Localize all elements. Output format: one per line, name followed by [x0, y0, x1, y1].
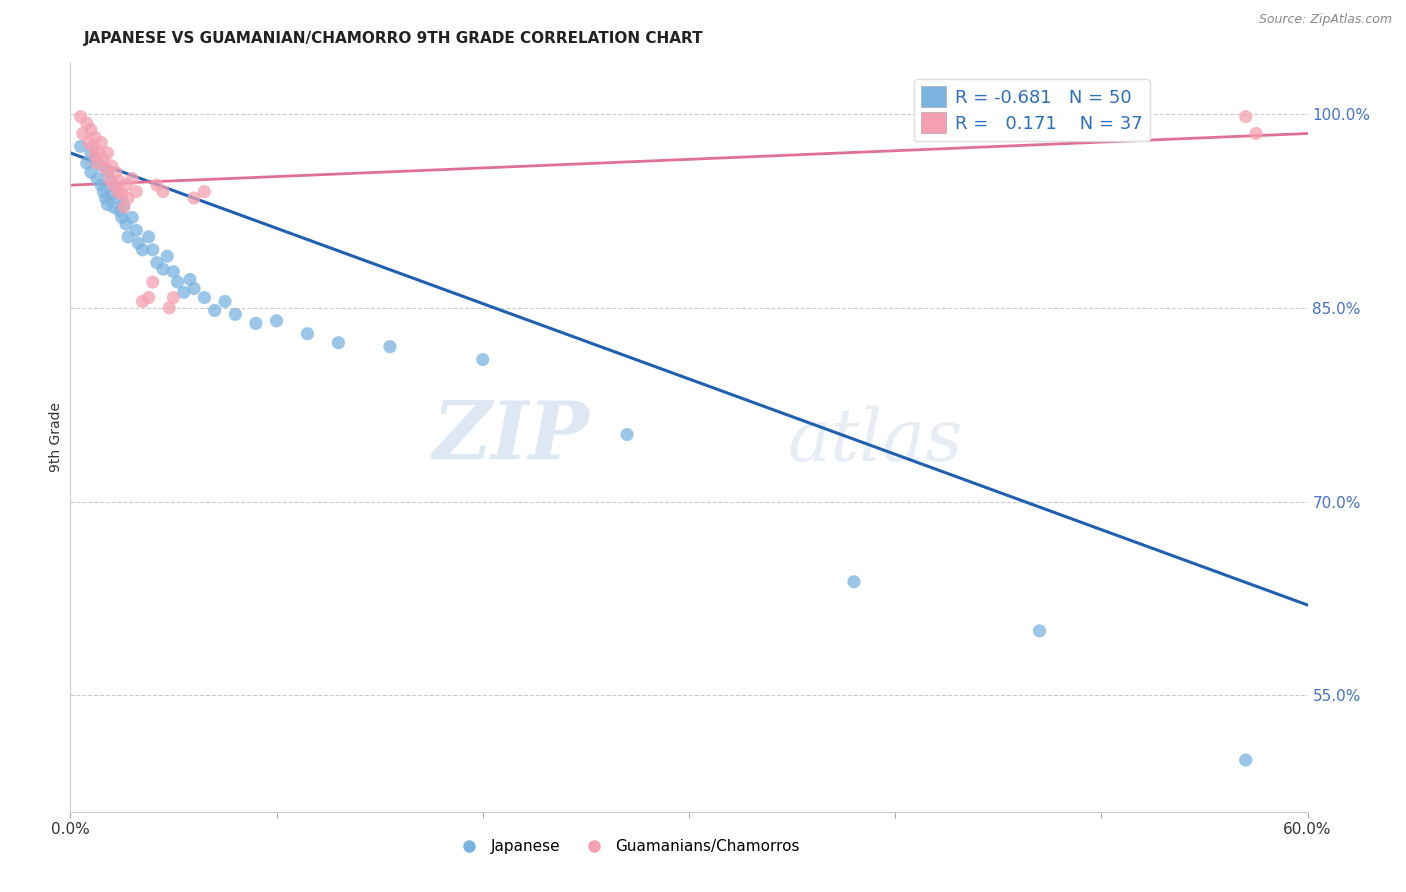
Point [107, 191, 129, 205]
Point [214, 294, 236, 309]
Point [90, 136, 112, 150]
Point [378, 340, 401, 354]
Point [84, 148, 107, 162]
Point [152, 185, 174, 199]
Point [103, 178, 125, 193]
Point [142, 275, 165, 289]
Point [112, 200, 135, 214]
Point [82, 139, 104, 153]
Point [69, 139, 91, 153]
Point [91, 153, 114, 167]
Point [1234, 110, 1257, 124]
Point [125, 185, 148, 199]
Point [84, 130, 107, 145]
Point [80, 122, 103, 136]
Point [89, 145, 111, 160]
Point [193, 185, 215, 199]
Point [166, 275, 188, 289]
Legend: Japanese, Guamanians/Chamorros: Japanese, Guamanians/Chamorros [449, 833, 806, 860]
Point [156, 249, 179, 263]
Point [131, 294, 153, 309]
Point [842, 574, 865, 589]
Point [96, 145, 118, 160]
Point [69, 110, 91, 124]
Point [115, 178, 138, 193]
Point [1028, 624, 1050, 638]
Point [90, 159, 112, 173]
Text: JAPANESE VS GUAMANIAN/CHAMORRO 9TH GRADE CORRELATION CHART: JAPANESE VS GUAMANIAN/CHAMORRO 9TH GRADE… [84, 31, 704, 46]
Point [121, 171, 143, 186]
Point [224, 307, 246, 321]
Point [204, 303, 226, 318]
Point [100, 174, 122, 188]
Point [84, 153, 107, 167]
Point [91, 185, 114, 199]
Point [131, 243, 153, 257]
Point [146, 178, 169, 193]
Y-axis label: 9th Grade: 9th Grade [49, 402, 63, 472]
Point [245, 317, 267, 331]
Point [104, 165, 127, 179]
Point [1244, 127, 1267, 141]
Point [328, 335, 350, 350]
Point [100, 187, 122, 202]
Point [103, 200, 125, 214]
Point [86, 171, 108, 186]
Point [142, 243, 165, 257]
Point [108, 174, 131, 188]
Point [76, 116, 98, 130]
Point [266, 314, 288, 328]
Point [112, 197, 135, 211]
Point [76, 156, 98, 170]
Point [115, 217, 138, 231]
Point [72, 127, 94, 141]
Point [173, 285, 195, 300]
Point [138, 230, 160, 244]
Point [616, 427, 638, 442]
Point [94, 191, 117, 205]
Point [94, 161, 117, 176]
Point [121, 211, 143, 225]
Point [127, 236, 149, 251]
Point [138, 291, 160, 305]
Point [1234, 753, 1257, 767]
Point [96, 197, 118, 211]
Point [117, 230, 139, 244]
Point [90, 178, 112, 193]
Point [80, 165, 103, 179]
Point [193, 291, 215, 305]
Point [96, 165, 118, 179]
Point [107, 185, 129, 199]
Point [77, 136, 100, 150]
Point [162, 265, 184, 279]
Point [471, 352, 494, 367]
Point [108, 204, 131, 219]
Point [117, 191, 139, 205]
Point [104, 180, 127, 194]
Point [146, 255, 169, 269]
Point [80, 145, 103, 160]
Point [162, 291, 184, 305]
Point [179, 272, 201, 286]
Point [100, 159, 122, 173]
Point [152, 262, 174, 277]
Point [111, 187, 134, 202]
Point [157, 301, 180, 315]
Point [111, 211, 134, 225]
Point [125, 223, 148, 237]
Point [183, 281, 205, 295]
Text: ZIP: ZIP [433, 399, 591, 475]
Text: Source: ZipAtlas.com: Source: ZipAtlas.com [1258, 13, 1392, 27]
Point [183, 191, 205, 205]
Text: atlas: atlas [787, 406, 963, 476]
Point [297, 326, 319, 341]
Point [98, 171, 121, 186]
Point [86, 156, 108, 170]
